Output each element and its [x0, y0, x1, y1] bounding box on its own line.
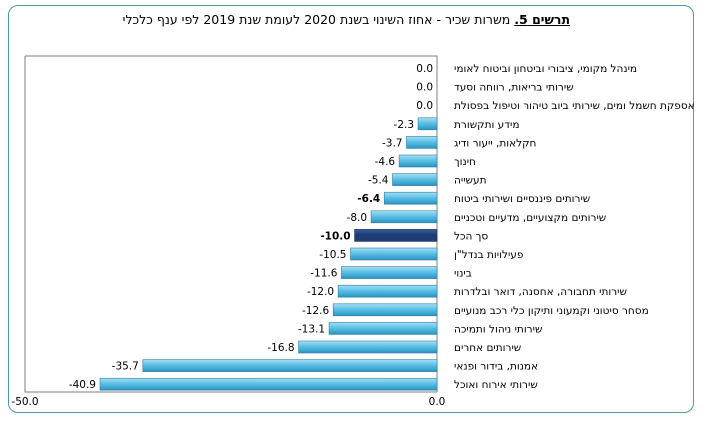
value-label: -10.5: [319, 249, 346, 261]
value-label: -5.4: [368, 175, 389, 187]
category-label: פעילויות בנדל"ן: [454, 249, 523, 261]
bar-6: [392, 173, 438, 186]
bar-10: [350, 247, 438, 261]
bar-12: [337, 284, 438, 298]
value-label: -40.9: [69, 379, 96, 391]
value-label: -3.7: [382, 137, 403, 149]
category-label: תעשייה: [454, 175, 486, 187]
category-label: שירותים מקצועיים, מדעיים וטכניים: [454, 212, 606, 224]
value-label: -12.0: [307, 286, 334, 298]
value-label: -6.4: [357, 193, 380, 205]
bar-7: [383, 191, 438, 205]
chart-title-label: תרשים 5.: [514, 12, 570, 27]
value-label: -12.6: [302, 305, 329, 317]
bar-11: [341, 266, 438, 279]
category-label: אמנות, בידור ופנאי: [454, 361, 538, 373]
category-label: אספקת חשמל ומים, שירותי ביוב טיהור וטיפו…: [454, 100, 695, 112]
category-label: חינוך: [454, 156, 476, 168]
category-label: שירותי בריאות, רווחה וסעד: [454, 82, 574, 94]
value-label: -2.3: [394, 119, 415, 131]
category-label: מינהל מקומי, ציבורי וביטחון וביטוח לאומי: [454, 63, 637, 75]
category-label: שירותי אירוח ואוכל: [454, 379, 538, 391]
category-label: שירותים פיננסיים ושירותי ביטוח: [454, 193, 590, 205]
x-tick-label: -50.0: [11, 396, 38, 408]
bar-15: [298, 340, 438, 354]
category-label: שירותי תחבורה, אחסנה, דואר ובלדרות: [454, 286, 627, 298]
bar-16: [142, 359, 438, 372]
value-label: 0.0: [416, 100, 433, 112]
value-label: -8.0: [347, 212, 368, 224]
category-label: סך הכל: [454, 230, 488, 242]
value-label: 0.0: [416, 82, 433, 94]
bar-3: [417, 117, 438, 131]
chart-title: תרשים 5. משרות שכיר - אחוז השינוי בשנת 2…: [123, 12, 570, 30]
value-label: -11.6: [310, 268, 337, 280]
category-label: בינוי: [454, 268, 472, 280]
category-label: חקלאות, ייעור ודיג: [454, 137, 536, 149]
bar-14: [328, 322, 438, 335]
value-label: 0.0: [416, 63, 433, 75]
category-label: שירותי ניהול ותמיכה: [454, 323, 542, 335]
value-label: -4.6: [375, 156, 396, 168]
bar-9: [354, 229, 438, 242]
value-label: -16.8: [267, 342, 294, 354]
bar-4: [406, 136, 438, 149]
value-label: -13.1: [298, 323, 325, 335]
value-label: -35.7: [112, 361, 139, 373]
plot-frame: [24, 55, 438, 393]
bar-17: [99, 377, 438, 391]
value-label: -10.0: [320, 230, 350, 242]
bar-5: [398, 154, 438, 168]
chart-title-text: משרות שכיר - אחוז השינוי בשנת 2020 לעומת…: [122, 12, 515, 27]
category-label: מסחר סיטוני וקמעוני ותיקון כלי רכב מנועי…: [454, 305, 649, 317]
x-tick-label: 0.0: [429, 396, 446, 408]
bar-8: [370, 210, 438, 224]
bar-13: [332, 303, 438, 317]
category-label: שירותים אחרים: [454, 342, 521, 354]
category-label: מידע ותקשורת: [454, 119, 519, 131]
